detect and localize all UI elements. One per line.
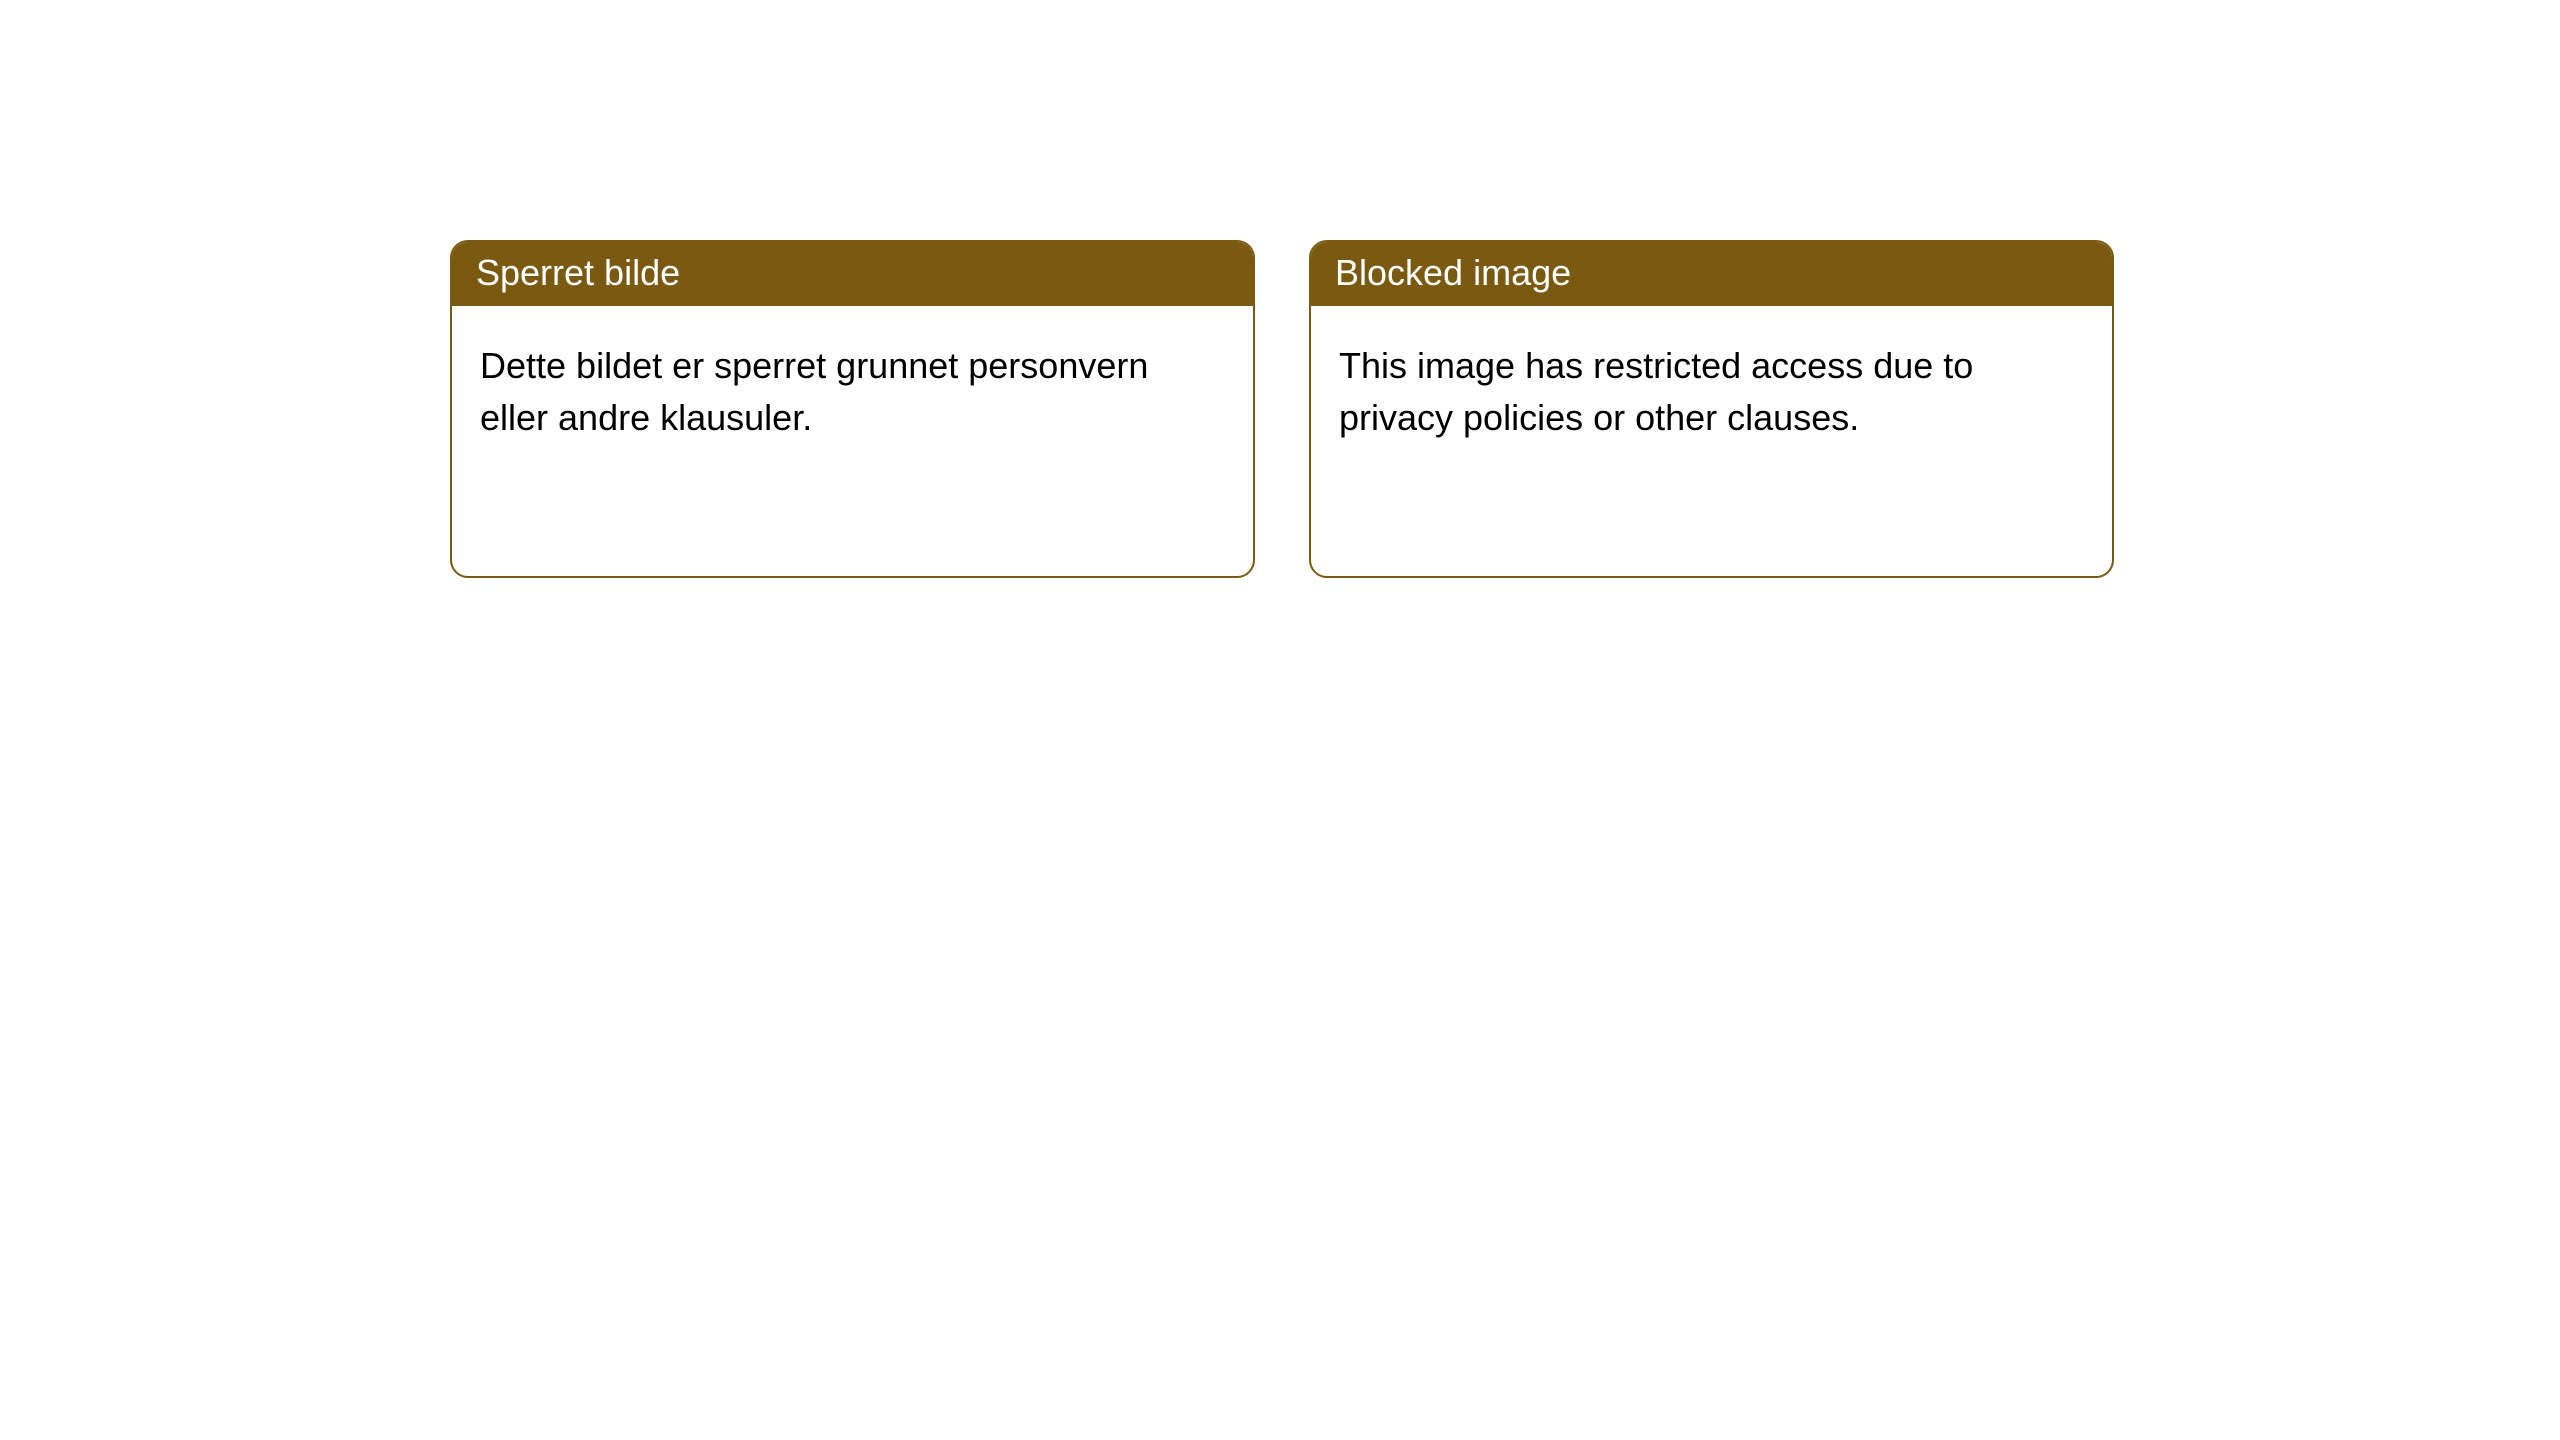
notice-container: Sperret bilde Dette bildet er sperret gr… bbox=[0, 0, 2560, 578]
notice-card-norwegian: Sperret bilde Dette bildet er sperret gr… bbox=[450, 240, 1255, 578]
card-title: Blocked image bbox=[1311, 242, 2112, 306]
card-body-text: Dette bildet er sperret grunnet personve… bbox=[452, 306, 1253, 478]
card-title: Sperret bilde bbox=[452, 242, 1253, 306]
notice-card-english: Blocked image This image has restricted … bbox=[1309, 240, 2114, 578]
card-body-text: This image has restricted access due to … bbox=[1311, 306, 2112, 478]
